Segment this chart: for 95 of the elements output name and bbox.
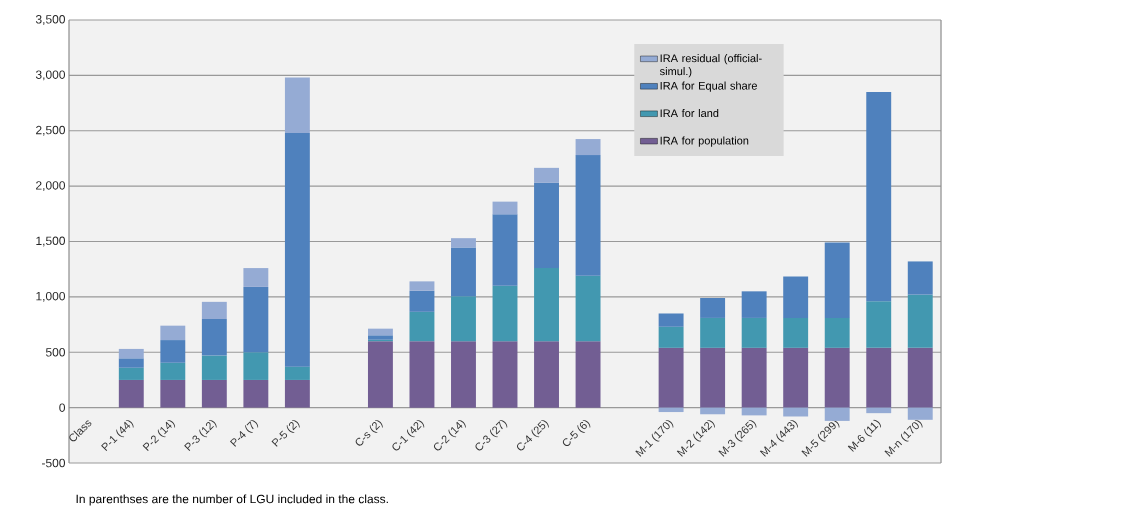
x-tick-label: C-2 (14) [433, 419, 466, 451]
bar [160, 362, 186, 380]
x-tick-label: P-4 (7) [229, 419, 259, 447]
x-tick-label: C-s (2) [355, 419, 383, 446]
bar [492, 214, 518, 286]
legend-label: IRA residual (official-simul.) [659, 54, 762, 78]
bar [907, 407, 933, 420]
bar [451, 341, 476, 408]
legend-label: IRA for Equal share [660, 81, 757, 92]
bar [575, 139, 601, 156]
y-tick-label: 3,500 [35, 15, 66, 25]
bar [409, 341, 435, 408]
x-tick-label: M-6 (11) [847, 419, 882, 452]
bar [700, 297, 726, 318]
bar [451, 238, 476, 248]
bar [658, 326, 684, 348]
bar [783, 276, 809, 318]
bar [118, 348, 144, 359]
bar [284, 366, 310, 380]
bar [409, 290, 435, 312]
bar [243, 352, 269, 380]
bar [243, 268, 269, 287]
bar [201, 379, 227, 408]
bar [783, 407, 809, 417]
bar [201, 355, 227, 380]
bar [243, 379, 269, 408]
bar [866, 91, 892, 302]
bar [492, 201, 518, 215]
bar [451, 247, 476, 297]
y-tick-label: 3,000 [35, 70, 66, 81]
bar [201, 301, 227, 320]
bar [367, 341, 393, 408]
bar [700, 317, 726, 348]
bar [284, 379, 310, 408]
y-tick-label: 1,000 [36, 291, 66, 302]
bar [741, 347, 767, 408]
bar [575, 341, 601, 408]
bar [575, 275, 601, 342]
bar [118, 358, 144, 368]
bar [575, 155, 601, 276]
bar [866, 347, 892, 408]
bar [783, 347, 809, 408]
bar [160, 340, 186, 363]
bar [700, 347, 726, 408]
bar [783, 317, 809, 348]
bar [367, 328, 393, 336]
y-tick-label: 2,500 [36, 125, 66, 136]
bar [824, 407, 850, 421]
bar [534, 341, 559, 408]
bar [492, 341, 518, 408]
bar [741, 407, 767, 416]
y-tick-label: 500 [45, 348, 66, 357]
y-tick-label: 2,000 [36, 181, 66, 192]
legend-label: IRA for land [660, 109, 719, 118]
bar [534, 167, 559, 183]
bar [866, 301, 892, 348]
bar [284, 132, 310, 367]
x-tick-label: P-5 (2) [271, 419, 300, 447]
bar [824, 242, 850, 318]
y-tick-label: 0 [59, 403, 66, 412]
bar [741, 317, 767, 348]
bar [118, 367, 144, 380]
bar [243, 286, 269, 353]
bar [907, 294, 933, 348]
x-tick-label: P-1 (44) [101, 419, 134, 452]
x-tick-label: P-3 (12) [184, 419, 217, 452]
bar [658, 313, 684, 327]
bar [409, 311, 435, 342]
x-tick-label: C-5 (6) [562, 419, 591, 447]
bar [866, 407, 892, 414]
bar [201, 319, 227, 356]
bar [534, 182, 559, 269]
bar [534, 268, 559, 342]
bar [451, 296, 476, 342]
bar [907, 347, 933, 408]
bar [824, 317, 850, 348]
bar [492, 285, 518, 342]
bar [700, 407, 726, 415]
bar [284, 77, 310, 133]
bar [658, 407, 684, 413]
bar [118, 379, 144, 408]
y-tick-label: 1,500 [36, 236, 66, 247]
bar [367, 335, 393, 340]
x-tick-label: C-1 (42) [392, 419, 425, 451]
bar [160, 379, 186, 408]
bar [824, 347, 850, 408]
legend-label: IRA for population [660, 136, 749, 147]
bar [741, 291, 767, 318]
bar [658, 347, 684, 408]
y-tick-label: -500 [41, 458, 66, 468]
text: In parenthses are the number of LGU included in the class. [76, 494, 388, 506]
x-tick-label: P-2 (14) [142, 419, 176, 452]
bar [907, 261, 933, 295]
bar [409, 281, 435, 291]
bar [160, 325, 186, 341]
